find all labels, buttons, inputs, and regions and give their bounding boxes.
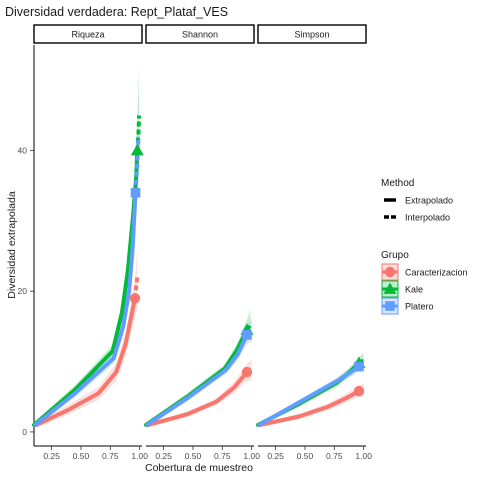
- x-tick-label: 0.75: [214, 451, 231, 461]
- line-extrapolado-kale: [135, 115, 142, 151]
- confidence-band-kale: [34, 66, 140, 427]
- confidence-band-caracterizacion: [36, 249, 138, 428]
- y-tick-label: 0: [22, 427, 27, 437]
- x-tick-label: 1.00: [131, 451, 148, 461]
- observed-point-caracterizacion: [353, 385, 365, 397]
- line-extrapolado-platero: [133, 136, 141, 193]
- x-axis-label: Cobertura de muestreo: [145, 462, 253, 474]
- observed-point-caracterizacion: [241, 366, 253, 378]
- line-interpolado-platero: [33, 190, 138, 427]
- facet-simpson: Simpson 0.25 0.50 0.75 1.00: [256, 24, 372, 461]
- facet-strip: [33, 24, 143, 44]
- x-tick-label: 0.25: [155, 451, 172, 461]
- x-tick-label: 0.75: [326, 451, 343, 461]
- x-tick-label: 1.00: [243, 451, 260, 461]
- x-tick-label: 0.25: [43, 451, 60, 461]
- legend-group-title: Grupo: [381, 250, 409, 261]
- legend-group-key-shape: [384, 266, 396, 278]
- legend-group-label: Platero: [405, 302, 434, 312]
- line-interpolado-platero: [145, 332, 249, 427]
- y-tick-label: 40: [18, 146, 28, 156]
- line-interpolado-kale: [32, 148, 140, 427]
- x-tick-label: 0.75: [102, 451, 119, 461]
- line-interpolado-caracterizacion: [34, 296, 137, 427]
- observed-point-kale: [130, 144, 144, 156]
- legend-group-label: Kale: [405, 285, 423, 295]
- legend-group-key-shape: [383, 282, 397, 294]
- legend-group-label: Caracterizacion: [405, 268, 468, 278]
- facet-strip: [145, 24, 255, 44]
- x-tick-label: 1.00: [355, 451, 372, 461]
- line-interpolado-caracterizacion: [146, 370, 249, 427]
- line-interpolado-caracterizacion: [258, 389, 361, 427]
- observed-point-platero: [354, 361, 364, 372]
- legend: Method Extrapolado Interpolado Grupo Caracte…: [381, 178, 468, 315]
- legend-group-key-shape: [385, 301, 395, 311]
- chart-title: Diversidad verdadera: Rept_Plataf_VES: [5, 5, 228, 19]
- facet-shannon: Shannon 0.25 0.50 0.75 1.00: [144, 24, 260, 461]
- facet-strip-label: Simpson: [294, 30, 329, 40]
- observed-point-caracterizacion: [129, 293, 141, 304]
- observed-point-platero: [242, 330, 252, 340]
- legend-method-title: Method: [381, 178, 414, 189]
- y-axis-label: Diversidad extrapolada: [6, 191, 18, 299]
- facet-riqueza: Riqueza 0.25 0.50 0.75 1.00: [32, 24, 148, 461]
- facet-panels: 0 20 40 Riqueza 0.25 0.50 0.75 1.00 Shannon 0.25 0…: [18, 24, 372, 461]
- x-tick-label: 0.25: [267, 451, 284, 461]
- facet-strip: [257, 24, 367, 44]
- facet-strip-label: Riqueza: [71, 30, 104, 40]
- x-tick-label: 0.50: [185, 451, 202, 461]
- legend-method-label: Interpolado: [405, 213, 450, 223]
- line-interpolado-platero: [257, 364, 361, 427]
- y-tick-label: 20: [18, 286, 28, 296]
- confidence-band-caracterizacion: [148, 359, 252, 427]
- x-tick-label: 0.50: [297, 451, 314, 461]
- observed-point-platero: [130, 187, 141, 198]
- x-tick-label: 0.50: [73, 451, 90, 461]
- legend-method-label: Extrapolado: [405, 196, 453, 206]
- facet-strip-label: Shannon: [182, 30, 218, 40]
